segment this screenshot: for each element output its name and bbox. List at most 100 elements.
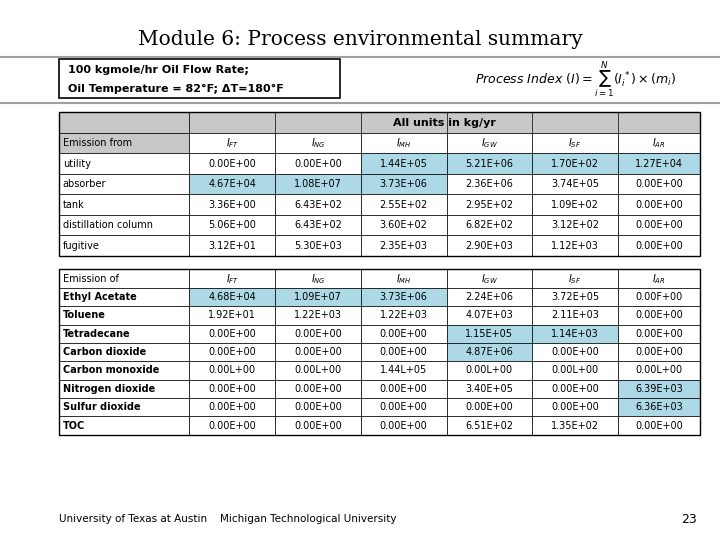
Bar xyxy=(361,215,446,235)
Text: Sulfur dioxide: Sulfur dioxide xyxy=(63,402,140,412)
Text: 1.44L+05: 1.44L+05 xyxy=(380,366,427,375)
Bar xyxy=(361,398,446,416)
Bar xyxy=(361,174,446,194)
Bar xyxy=(532,133,618,153)
Text: 0.00E+00: 0.00E+00 xyxy=(379,421,428,430)
Bar xyxy=(275,269,361,288)
Text: $I_{SF}$: $I_{SF}$ xyxy=(569,272,582,286)
Text: 0.00E+00: 0.00E+00 xyxy=(635,241,683,251)
Bar xyxy=(532,325,618,343)
Text: 1.35E+02: 1.35E+02 xyxy=(551,421,599,430)
Text: 2.36E+06: 2.36E+06 xyxy=(465,179,513,189)
Text: 0.00E+00: 0.00E+00 xyxy=(635,329,683,339)
Text: 2.35E+03: 2.35E+03 xyxy=(379,241,428,251)
Text: distillation column: distillation column xyxy=(63,220,153,230)
Text: 0.00L+00: 0.00L+00 xyxy=(552,366,598,375)
Text: TOC: TOC xyxy=(63,421,85,430)
Bar xyxy=(361,269,446,288)
Bar xyxy=(59,215,189,235)
Bar xyxy=(189,288,275,306)
Text: 3.36E+00: 3.36E+00 xyxy=(208,200,256,210)
Text: 3.40E+05: 3.40E+05 xyxy=(465,384,513,394)
Bar xyxy=(59,343,189,361)
Bar xyxy=(618,380,700,398)
Text: 0.00L+00: 0.00L+00 xyxy=(466,366,513,375)
Bar xyxy=(361,153,446,174)
Text: 0.00E+00: 0.00E+00 xyxy=(208,159,256,168)
Bar xyxy=(446,153,532,174)
Bar xyxy=(189,269,275,288)
Bar xyxy=(59,269,700,435)
Bar xyxy=(189,235,275,256)
Text: 0.00E+00: 0.00E+00 xyxy=(551,347,599,357)
Bar xyxy=(618,153,700,174)
Text: 6.82E+02: 6.82E+02 xyxy=(465,220,513,230)
Text: Module 6: Process environmental summary: Module 6: Process environmental summary xyxy=(138,30,582,49)
Text: 1.70E+02: 1.70E+02 xyxy=(551,159,599,168)
Bar xyxy=(275,235,361,256)
Bar xyxy=(59,361,189,380)
Bar xyxy=(361,194,446,215)
Bar xyxy=(446,343,532,361)
Text: $I_{GW}$: $I_{GW}$ xyxy=(481,136,498,150)
Bar xyxy=(618,361,700,380)
Text: 0.00F+00: 0.00F+00 xyxy=(635,292,683,302)
Text: 0.00E+00: 0.00E+00 xyxy=(379,329,428,339)
Text: 6.43E+02: 6.43E+02 xyxy=(294,220,342,230)
Bar xyxy=(189,153,275,174)
Bar xyxy=(275,215,361,235)
Bar xyxy=(275,133,361,153)
Bar xyxy=(59,306,189,325)
Bar xyxy=(59,325,189,343)
Text: 100 kgmole/hr Oil Flow Rate;: 100 kgmole/hr Oil Flow Rate; xyxy=(68,65,248,75)
Text: $I_{FT}$: $I_{FT}$ xyxy=(225,272,239,286)
Bar xyxy=(275,416,361,435)
Bar xyxy=(446,133,532,153)
Text: 4.87E+06: 4.87E+06 xyxy=(465,347,513,357)
Bar xyxy=(618,398,700,416)
Text: 4.67E+04: 4.67E+04 xyxy=(208,179,256,189)
Text: 3.12E+01: 3.12E+01 xyxy=(208,241,256,251)
Bar xyxy=(59,112,189,133)
Text: $I_{MH}$: $I_{MH}$ xyxy=(396,136,412,150)
Bar xyxy=(59,288,189,306)
Bar xyxy=(189,133,275,153)
Text: 6.51E+02: 6.51E+02 xyxy=(465,421,513,430)
Bar xyxy=(446,215,532,235)
Bar xyxy=(59,133,189,153)
Text: $I_{SF}$: $I_{SF}$ xyxy=(569,136,582,150)
Text: Michigan Technological University: Michigan Technological University xyxy=(220,515,396,524)
Text: Toluene: Toluene xyxy=(63,310,106,320)
Bar xyxy=(532,416,618,435)
Text: 0.00E+00: 0.00E+00 xyxy=(294,347,342,357)
Bar xyxy=(275,306,361,325)
Bar xyxy=(189,380,275,398)
Text: All units in kg/yr: All units in kg/yr xyxy=(393,118,496,127)
Text: 0.00E+00: 0.00E+00 xyxy=(294,421,342,430)
Text: 0.00E+00: 0.00E+00 xyxy=(208,402,256,412)
Text: 5.30E+03: 5.30E+03 xyxy=(294,241,342,251)
Bar xyxy=(361,325,446,343)
Text: 1.22E+03: 1.22E+03 xyxy=(294,310,342,320)
Text: 3.74E+05: 3.74E+05 xyxy=(551,179,599,189)
Bar xyxy=(189,361,275,380)
Bar xyxy=(59,174,189,194)
Text: 0.00E+00: 0.00E+00 xyxy=(294,384,342,394)
Bar xyxy=(189,215,275,235)
Text: 4.68E+04: 4.68E+04 xyxy=(208,292,256,302)
Text: $I_{NG}$: $I_{NG}$ xyxy=(310,136,325,150)
Bar xyxy=(275,325,361,343)
Text: 0.00E+00: 0.00E+00 xyxy=(208,329,256,339)
Text: Ethyl Acetate: Ethyl Acetate xyxy=(63,292,136,302)
Text: University of Texas at Austin: University of Texas at Austin xyxy=(59,515,207,524)
Bar xyxy=(361,235,446,256)
Bar xyxy=(618,288,700,306)
Bar xyxy=(59,112,700,256)
Text: 5.21E+06: 5.21E+06 xyxy=(465,159,513,168)
Text: 1.12E+03: 1.12E+03 xyxy=(551,241,599,251)
Text: 0.00E+00: 0.00E+00 xyxy=(551,384,599,394)
Bar xyxy=(59,416,189,435)
Text: 1.15E+05: 1.15E+05 xyxy=(465,329,513,339)
Text: Oil Temperature = 82°F; ΔT=180°F: Oil Temperature = 82°F; ΔT=180°F xyxy=(68,84,284,93)
Text: 0.00E+00: 0.00E+00 xyxy=(635,200,683,210)
